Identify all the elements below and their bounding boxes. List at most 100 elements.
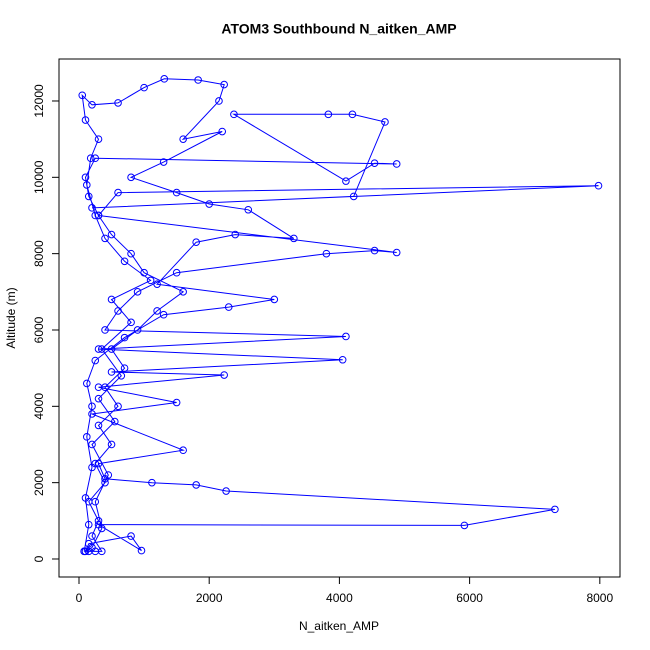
point [81, 494, 90, 502]
point [114, 307, 122, 315]
point [140, 83, 148, 92]
point [224, 303, 233, 311]
point [88, 532, 96, 540]
point [88, 204, 96, 212]
point [218, 127, 227, 136]
point [88, 101, 96, 109]
point [94, 421, 103, 430]
point [381, 118, 389, 126]
point [94, 517, 103, 525]
y-tick-label: 4000 [32, 393, 46, 420]
point [370, 159, 379, 167]
point [88, 440, 96, 449]
point [127, 318, 135, 327]
point [127, 173, 135, 182]
point [82, 181, 91, 189]
point [392, 160, 401, 168]
point [205, 200, 213, 208]
point [94, 345, 103, 353]
point [88, 410, 96, 418]
point [101, 234, 109, 243]
point [594, 181, 603, 190]
point [97, 547, 106, 556]
point [91, 356, 100, 365]
point [133, 288, 142, 296]
point [231, 230, 240, 239]
point [172, 398, 181, 407]
point [81, 173, 90, 182]
point [120, 364, 129, 372]
point [551, 505, 559, 514]
point [230, 110, 238, 119]
point [460, 521, 469, 530]
point [82, 379, 91, 388]
point [107, 368, 116, 376]
point [94, 394, 103, 403]
point [104, 471, 113, 479]
point [88, 402, 96, 411]
point [94, 135, 103, 143]
point [97, 345, 106, 353]
point [120, 257, 129, 266]
point [179, 288, 187, 296]
point [172, 188, 181, 197]
y-tick-label: 2000 [32, 469, 46, 496]
point [117, 371, 126, 380]
point [222, 487, 230, 495]
x-tick-label: 8000 [586, 591, 613, 605]
x-tick-label: 2000 [196, 591, 223, 605]
point [179, 446, 187, 455]
point [114, 99, 122, 107]
point [110, 417, 119, 426]
point [140, 268, 148, 277]
point [160, 75, 169, 83]
y-tick-label: 8000 [32, 240, 46, 267]
point [107, 440, 116, 449]
point [322, 249, 331, 258]
point [270, 295, 279, 304]
point [97, 524, 106, 533]
point [348, 110, 357, 119]
point [82, 433, 91, 441]
point [91, 211, 100, 220]
point [194, 76, 202, 84]
point [78, 91, 87, 100]
point [148, 478, 156, 487]
point [127, 532, 135, 540]
point [114, 188, 122, 197]
point [107, 345, 116, 353]
point [342, 177, 350, 185]
point [349, 192, 358, 201]
chart-title: ATOM3 Southbound N_aitken_AMP [221, 21, 456, 37]
point [91, 497, 100, 506]
y-axis-label: Altitude (m) [4, 287, 18, 348]
point [159, 310, 168, 319]
point [81, 116, 90, 124]
point [107, 230, 116, 239]
point [84, 192, 93, 201]
point [94, 383, 103, 392]
point [101, 326, 109, 334]
point [84, 520, 93, 529]
point [342, 332, 350, 341]
point [91, 154, 100, 163]
point [392, 248, 401, 257]
point [370, 246, 379, 255]
point [101, 478, 109, 487]
plot-frame [58, 58, 621, 578]
point [120, 333, 129, 342]
point [159, 158, 168, 166]
x-tick-label: 0 [76, 591, 83, 605]
x-tick-label: 4000 [326, 591, 353, 605]
point [215, 97, 223, 105]
point [133, 326, 142, 334]
point [244, 205, 253, 214]
point [179, 135, 187, 143]
point [107, 295, 116, 304]
point [94, 459, 103, 468]
point [88, 543, 96, 552]
point [114, 402, 122, 411]
point [137, 546, 146, 555]
point [192, 238, 200, 247]
point [127, 249, 135, 258]
